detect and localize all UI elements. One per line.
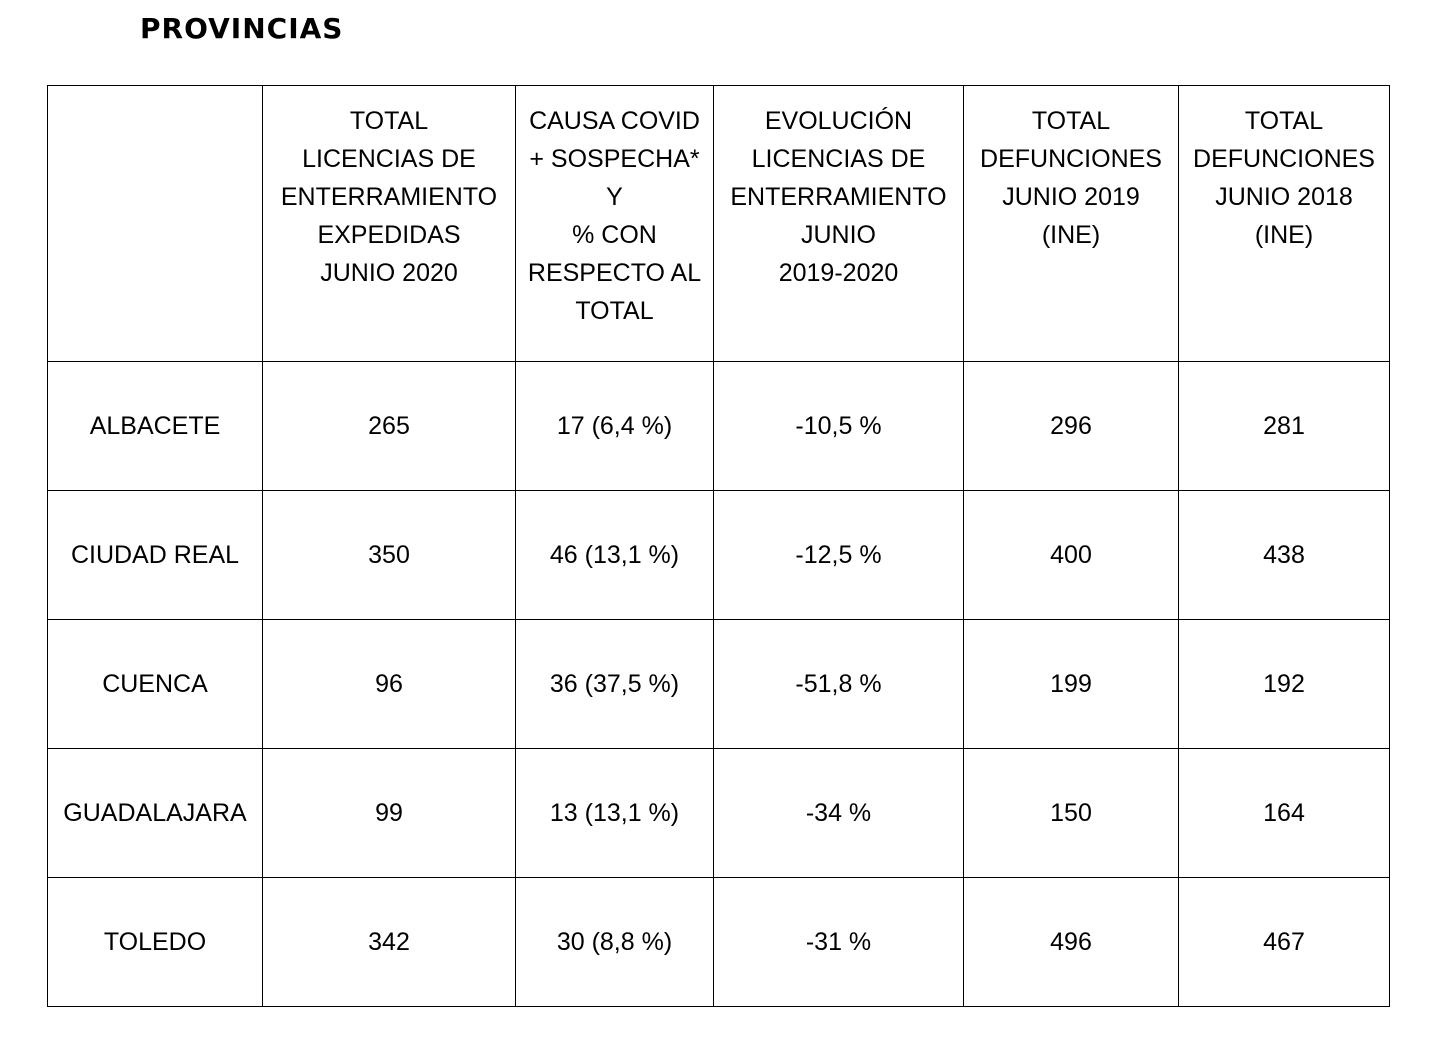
defunciones-2019-cell: 150	[963, 748, 1179, 878]
evolucion-cell: -31 %	[713, 877, 964, 1007]
table-row-ciudad-real: CIUDAD REAL 350 46 (13,1 %) -12,5 % 400 …	[47, 490, 1390, 620]
header-row: TOTAL LICENCIAS DE ENTERRAMIENTO EXPEDID…	[47, 85, 1390, 362]
defunciones-2018-cell: 281	[1178, 361, 1390, 491]
causa-covid-cell: 46 (13,1 %)	[515, 490, 714, 620]
defunciones-2018-cell: 164	[1178, 748, 1390, 878]
province-cell: CUENCA	[47, 619, 263, 749]
header-defunciones-2018: TOTAL DEFUNCIONES JUNIO 2018 (INE)	[1178, 85, 1390, 362]
total-licencias-cell: 350	[262, 490, 516, 620]
total-licencias-cell: 99	[262, 748, 516, 878]
header-defunciones-2019: TOTAL DEFUNCIONES JUNIO 2019 (INE)	[963, 85, 1179, 362]
corner-header-cell	[47, 85, 263, 362]
total-licencias-cell: 342	[262, 877, 516, 1007]
causa-covid-cell: 13 (13,1 %)	[515, 748, 714, 878]
causa-covid-cell: 30 (8,8 %)	[515, 877, 714, 1007]
evolucion-cell: -34 %	[713, 748, 964, 878]
province-cell: GUADALAJARA	[47, 748, 263, 878]
evolucion-cell: -12,5 %	[713, 490, 964, 620]
province-cell: CIUDAD REAL	[47, 490, 263, 620]
defunciones-2019-cell: 199	[963, 619, 1179, 749]
defunciones-2019-cell: 296	[963, 361, 1179, 491]
total-licencias-cell: 96	[262, 619, 516, 749]
causa-covid-cell: 36 (37,5 %)	[515, 619, 714, 749]
province-cell: ALBACETE	[47, 361, 263, 491]
evolucion-cell: -10,5 %	[713, 361, 964, 491]
defunciones-2018-cell: 467	[1178, 877, 1390, 1007]
province-cell: TOLEDO	[47, 877, 263, 1007]
table-row-guadalajara: GUADALAJARA 99 13 (13,1 %) -34 % 150 164	[47, 748, 1390, 878]
page-title: PROVINCIAS	[140, 12, 344, 45]
header-causa-covid: CAUSA COVID + SOSPECHA* Y % CON RESPECTO…	[515, 85, 714, 362]
defunciones-2019-cell: 400	[963, 490, 1179, 620]
table-row-cuenca: CUENCA 96 36 (37,5 %) -51,8 % 199 192	[47, 619, 1390, 749]
defunciones-2019-cell: 496	[963, 877, 1179, 1007]
total-licencias-cell: 265	[262, 361, 516, 491]
defunciones-2018-cell: 192	[1178, 619, 1390, 749]
causa-covid-cell: 17 (6,4 %)	[515, 361, 714, 491]
header-total-licencias: TOTAL LICENCIAS DE ENTERRAMIENTO EXPEDID…	[262, 85, 516, 362]
evolucion-cell: -51,8 %	[713, 619, 964, 749]
header-evolucion-licencias: EVOLUCIÓN LICENCIAS DE ENTERRAMIENTO JUN…	[713, 85, 964, 362]
defunciones-2018-cell: 438	[1178, 490, 1390, 620]
table-row-toledo: TOLEDO 342 30 (8,8 %) -31 % 496 467	[47, 877, 1390, 1007]
table-row-albacete: ALBACETE 265 17 (6,4 %) -10,5 % 296 281	[47, 361, 1390, 491]
provinces-table: TOTAL LICENCIAS DE ENTERRAMIENTO EXPEDID…	[47, 85, 1390, 1007]
